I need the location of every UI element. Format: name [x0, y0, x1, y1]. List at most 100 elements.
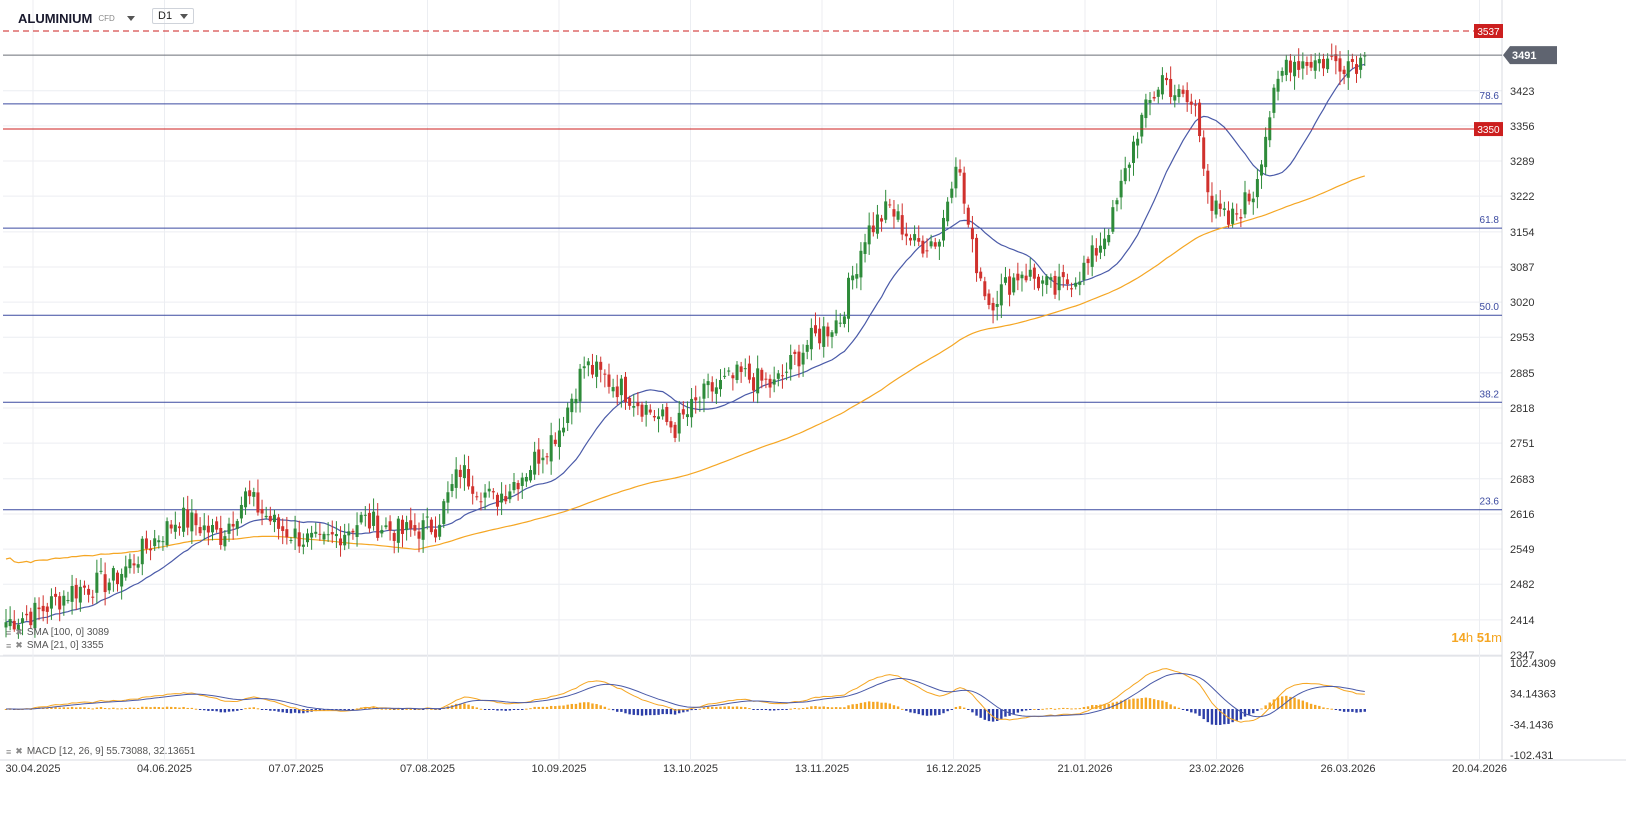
macd-histogram-bar: [182, 706, 185, 709]
candle-body: [673, 424, 677, 438]
candle-body: [545, 456, 549, 458]
macd-histogram-bar: [1338, 709, 1342, 711]
macd-histogram-bar: [248, 707, 251, 709]
candle-body: [318, 533, 322, 535]
legend-sma100[interactable]: ≡ ✖ SMA [100, 0] 3089: [6, 627, 109, 638]
macd-histogram-bar: [715, 706, 718, 709]
macd-histogram-bar: [1115, 701, 1119, 709]
macd-histogram-bar: [673, 709, 677, 715]
candle-body: [1264, 136, 1268, 168]
candle-body: [1222, 208, 1226, 210]
macd-histogram-bar: [558, 705, 561, 709]
macd-histogram-bar: [1177, 707, 1181, 709]
symbol-selector[interactable]: ALUMINIUM CFD: [18, 8, 135, 28]
candle-body: [975, 237, 979, 274]
candle-body: [1008, 276, 1012, 295]
macd-histogram-bar: [269, 709, 272, 711]
candle-body: [343, 534, 347, 546]
macd-histogram-bar: [54, 706, 57, 709]
candle-body: [636, 402, 640, 407]
macd-histogram-bar: [537, 706, 540, 709]
candle-body: [533, 451, 537, 475]
candle-body: [578, 368, 582, 402]
macd-histogram-bar: [174, 707, 177, 709]
candle-body: [347, 531, 351, 536]
macd-histogram-bar: [471, 706, 474, 709]
macd-histogram-bar: [157, 707, 161, 709]
candle-body: [900, 215, 904, 235]
candle-body: [144, 538, 148, 549]
candle-body: [690, 398, 694, 418]
macd-histogram-bar: [1128, 699, 1131, 709]
candle-body: [305, 533, 309, 543]
macd-histogram-bar: [170, 706, 173, 709]
candle-body: [388, 521, 392, 531]
macd-histogram-bar: [1181, 709, 1185, 710]
candle-body: [384, 525, 388, 528]
candle-body: [417, 531, 421, 539]
candle-body: [1305, 62, 1309, 66]
candle-body: [1346, 61, 1350, 78]
candle-body: [49, 596, 53, 609]
candle-body: [12, 620, 16, 630]
macd-histogram-bar: [649, 709, 652, 716]
macd-histogram-bar: [397, 708, 400, 710]
candle-body: [54, 593, 58, 597]
candle-body: [33, 602, 37, 629]
macd-histogram-bar: [99, 707, 103, 709]
macd-histogram-bar: [1293, 697, 1296, 709]
close-icon[interactable]: ✖: [15, 627, 23, 637]
settings-icon[interactable]: ≡: [6, 627, 12, 638]
macd-histogram-bar: [298, 709, 301, 714]
macd-histogram-bar: [401, 709, 404, 710]
settings-icon[interactable]: ≡: [6, 640, 12, 651]
macd-histogram-bar: [1144, 697, 1148, 709]
macd-histogram-bar: [1231, 709, 1234, 723]
candle-body: [1189, 101, 1193, 105]
legend-sma21[interactable]: ≡ ✖ SMA [21, 0] 3355: [6, 640, 104, 651]
macd-histogram-bar: [1004, 709, 1007, 717]
macd-histogram-bar: [632, 709, 635, 715]
macd-histogram-bar: [103, 708, 107, 710]
candle-body: [177, 526, 181, 529]
candle-body: [570, 398, 574, 413]
macd-histogram-bar: [954, 706, 958, 709]
macd-histogram-bar: [277, 709, 280, 712]
candle-body: [1082, 262, 1086, 280]
macd-histogram-bar: [1136, 698, 1139, 709]
macd-histogram-bar: [1012, 709, 1015, 714]
candle-body: [58, 596, 62, 610]
candle-body: [1260, 164, 1264, 176]
candle-body: [756, 368, 760, 394]
legend-macd[interactable]: ≡ ✖ MACD [12, 26, 9] 55.73088, 32.13651: [6, 746, 195, 757]
macd-histogram-bar: [587, 702, 590, 709]
macd-histogram-bar: [1124, 699, 1127, 709]
candle-body: [1127, 164, 1131, 168]
price-level-badge: [1474, 24, 1503, 38]
macd-histogram-bar: [1297, 699, 1300, 709]
macd-histogram-bar: [405, 708, 408, 710]
macd-histogram-bar: [1078, 708, 1081, 710]
macd-histogram-bar: [929, 709, 933, 716]
candle-body: [330, 532, 334, 535]
macd-histogram-bar: [355, 708, 359, 710]
close-icon[interactable]: ✖: [15, 746, 23, 756]
settings-icon[interactable]: ≡: [6, 746, 12, 757]
macd-histogram-bar: [91, 708, 94, 710]
candle-body: [16, 624, 20, 631]
candle-body: [1198, 102, 1202, 137]
timeframe-selector[interactable]: D1: [152, 8, 194, 24]
close-icon[interactable]: ✖: [15, 640, 23, 650]
candle-body: [380, 529, 384, 534]
macd-histogram-bar: [876, 701, 879, 709]
y-tick-label: 3154: [1510, 227, 1534, 239]
macd-histogram-bar: [1020, 709, 1024, 712]
candle-body: [913, 234, 917, 241]
candle-body: [917, 238, 921, 242]
macd-histogram-bar: [178, 707, 181, 709]
macd-histogram-bar: [983, 709, 987, 720]
candle-body: [231, 523, 235, 527]
candle-body: [619, 378, 623, 396]
candle-body: [822, 326, 826, 347]
